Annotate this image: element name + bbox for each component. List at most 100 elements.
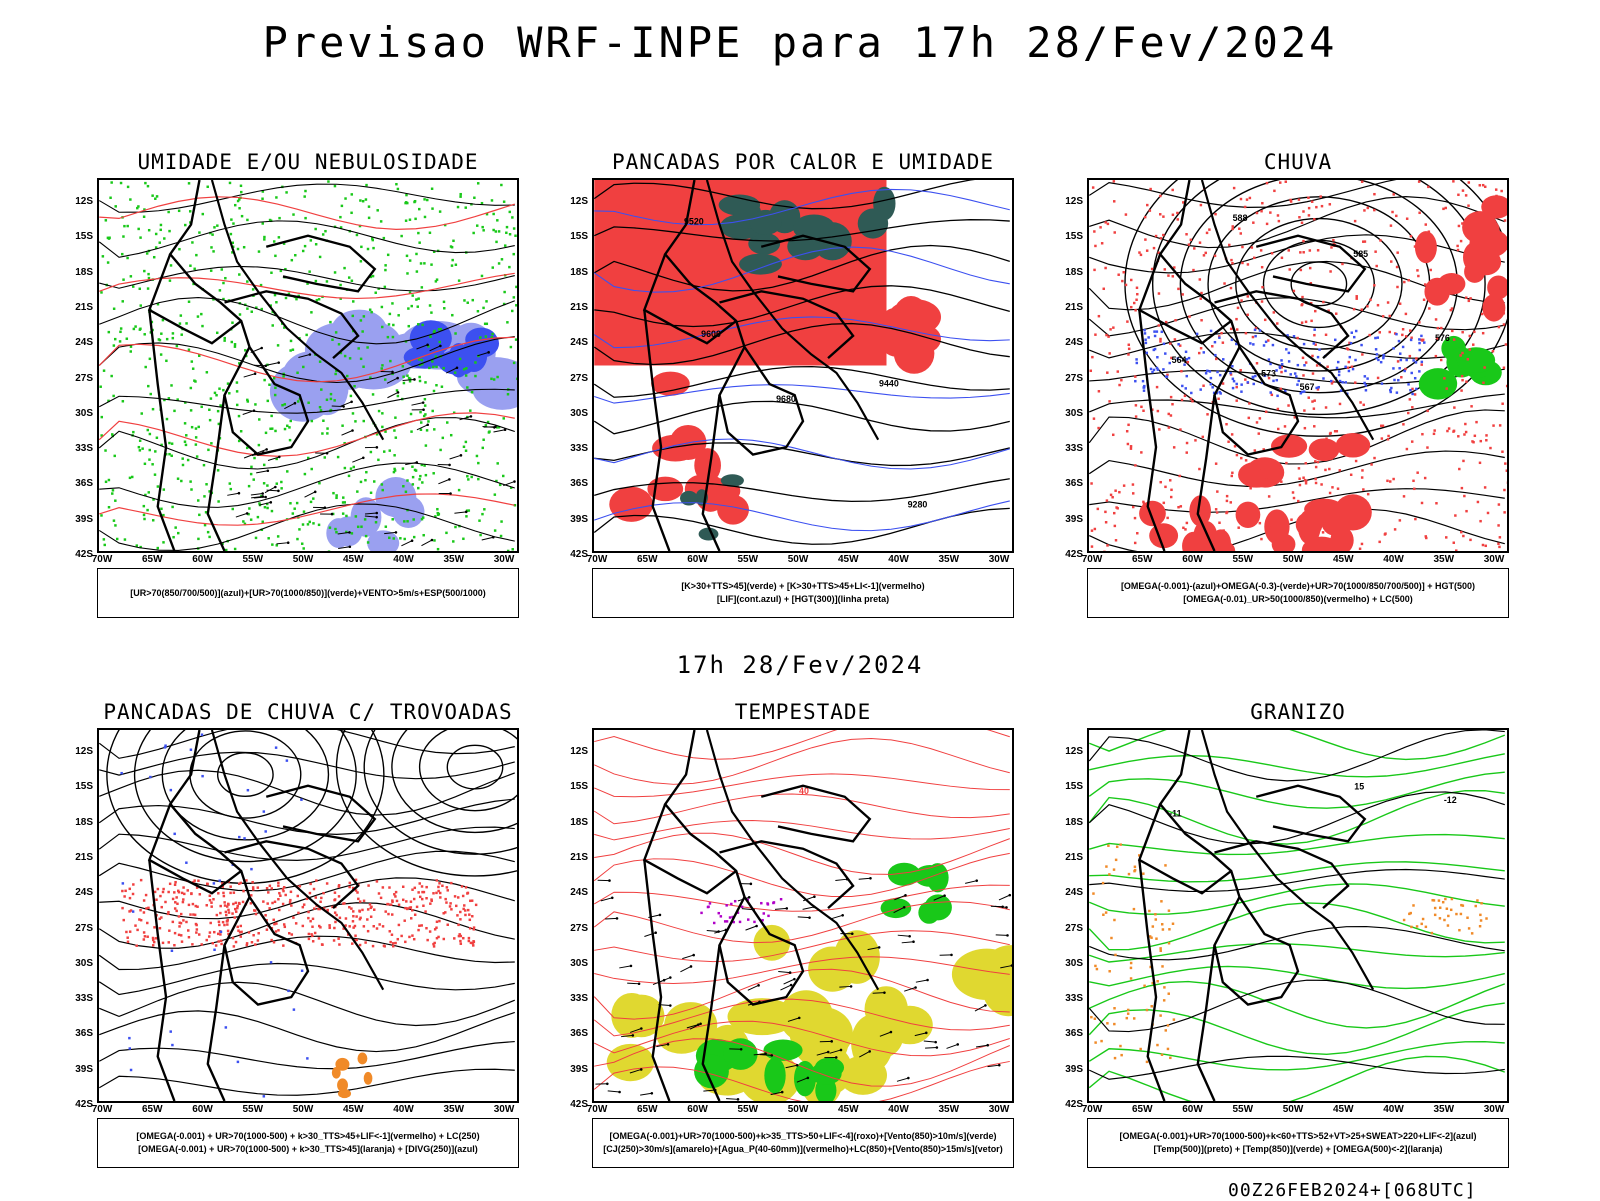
shaded-pixel: [192, 367, 194, 369]
shaded-pixel: [1285, 348, 1287, 350]
shaded-pixel: [1304, 479, 1306, 481]
shaded-pixel: [388, 886, 390, 888]
shaded-pixel: [403, 520, 405, 522]
shaded-pixel: [308, 933, 310, 935]
shaded-pixel: [1298, 477, 1300, 479]
shaded-pixel: [296, 372, 298, 374]
shaded-pixel: [1324, 469, 1326, 471]
shaded-pixel: [1475, 421, 1477, 423]
shaded-pixel: [270, 961, 272, 963]
contour-line: [99, 1069, 515, 1095]
shaded-pixel: [1281, 257, 1283, 259]
shaded-pixel: [1442, 208, 1444, 210]
shaded-pixel: [419, 896, 421, 898]
shaded-pixel: [1168, 362, 1170, 364]
shaded-pixel: [238, 198, 240, 200]
shaded-pixel: [496, 219, 498, 221]
shaded-pixel: [1457, 249, 1459, 251]
shaded-pixel: [1395, 333, 1397, 335]
shaded-pixel: [277, 535, 279, 537]
shaded-pixel: [393, 468, 395, 470]
shaded-pixel: [1284, 425, 1286, 427]
shaded-pixel: [413, 898, 415, 900]
shaded-pixel: [410, 906, 412, 908]
shaded-pixel: [122, 278, 124, 280]
shaded-pixel: [1173, 446, 1175, 448]
shaded-pixel: [1426, 446, 1428, 448]
shaded-pixel: [1463, 495, 1465, 497]
shaded-pixel: [392, 336, 394, 338]
shaded-pixel: [253, 457, 255, 459]
shaded-pixel: [197, 538, 199, 540]
wind-vector-head: [391, 371, 394, 374]
shaded-pixel: [1104, 511, 1106, 513]
shaded-pixel: [315, 280, 317, 282]
wind-vector-head: [781, 1091, 784, 1094]
shaded-area: [894, 333, 935, 374]
wind-vector: [965, 881, 977, 884]
shaded-pixel: [713, 922, 715, 924]
shaded-pixel: [222, 921, 224, 923]
shaded-pixel: [308, 270, 310, 272]
shaded-pixel: [180, 314, 182, 316]
shaded-pixel: [275, 930, 277, 932]
wind-vector: [401, 541, 412, 546]
shaded-pixel: [224, 337, 226, 339]
shaded-pixel: [169, 883, 171, 885]
shaded-pixel: [129, 897, 131, 899]
shaded-pixel: [351, 532, 353, 534]
shaded-pixel: [1199, 388, 1201, 390]
shaded-pixel: [360, 481, 362, 483]
shaded-pixel: [263, 810, 265, 812]
shaded-pixel: [384, 269, 386, 271]
shaded-pixel: [274, 387, 276, 389]
longitude-label: 30W: [1479, 554, 1509, 565]
latitude-label: 30S: [67, 958, 93, 969]
longitude-label: 35W: [934, 554, 964, 565]
shaded-pixel: [234, 204, 236, 206]
shaded-pixel: [1134, 375, 1136, 377]
shaded-pixel: [132, 883, 134, 885]
shaded-pixel: [381, 412, 383, 414]
wind-vector: [450, 455, 461, 459]
shaded-pixel: [350, 395, 352, 397]
shaded-pixel: [1470, 405, 1472, 407]
shaded-pixel: [393, 429, 395, 431]
wind-vector-head: [448, 464, 451, 467]
latitude-label: 27S: [67, 373, 93, 384]
longitude-label: 60W: [1178, 554, 1208, 565]
shaded-pixel: [1101, 242, 1103, 244]
longitude-label: 45W: [338, 1104, 368, 1115]
shaded-pixel: [335, 497, 337, 499]
shaded-pixel: [470, 476, 472, 478]
shaded-pixel: [465, 374, 467, 376]
shaded-pixel: [432, 943, 434, 945]
shaded-pixel: [200, 943, 202, 945]
shaded-pixel: [176, 345, 178, 347]
shaded-pixel: [402, 886, 404, 888]
shaded-pixel: [236, 907, 238, 909]
shaded-pixel: [411, 466, 413, 468]
shaded-pixel: [238, 903, 240, 905]
shaded-pixel: [1157, 410, 1159, 412]
shaded-pixel: [367, 884, 369, 886]
shaded-pixel: [1467, 358, 1469, 360]
shaded-pixel: [1303, 343, 1305, 345]
longitude-label: 40W: [884, 1104, 914, 1115]
shaded-pixel: [488, 430, 490, 432]
shaded-pixel: [1390, 391, 1392, 393]
shaded-pixel: [1307, 197, 1309, 199]
shaded-pixel: [1233, 380, 1235, 382]
wind-vector: [680, 966, 691, 971]
shaded-pixel: [252, 886, 254, 888]
shaded-pixel: [301, 542, 303, 544]
shaded-pixel: [1465, 194, 1467, 196]
shaded-pixel: [513, 362, 515, 364]
shaded-pixel: [282, 375, 284, 377]
wind-vector-head: [448, 478, 451, 481]
shaded-pixel: [114, 499, 116, 501]
shaded-pixel: [349, 882, 351, 884]
shaded-pixel: [1344, 381, 1346, 383]
shaded-pixel: [202, 213, 204, 215]
shaded-pixel: [1261, 202, 1263, 204]
